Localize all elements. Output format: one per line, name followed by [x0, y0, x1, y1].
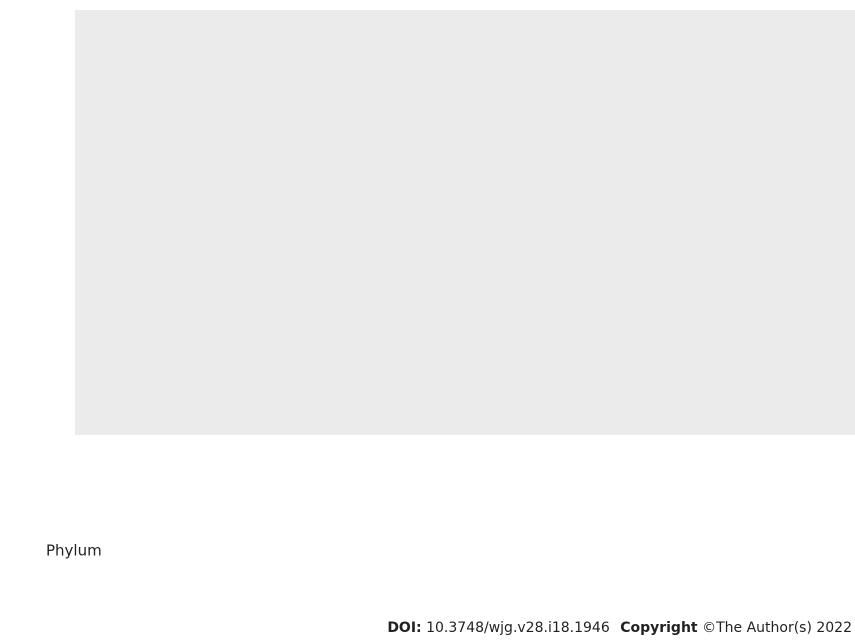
plot-background [75, 10, 855, 435]
legend-title: Phylum [46, 542, 102, 560]
copyright: ©The Author(s) 2022 [702, 620, 852, 636]
footer: DOI: 10.3748/wjg.v28.i18.1946 Copyright … [387, 620, 852, 636]
doi: 10.3748/wjg.v28.i18.1946 [426, 620, 610, 636]
copyright-label: Copyright [620, 620, 698, 636]
doi-label: DOI: [387, 620, 421, 636]
